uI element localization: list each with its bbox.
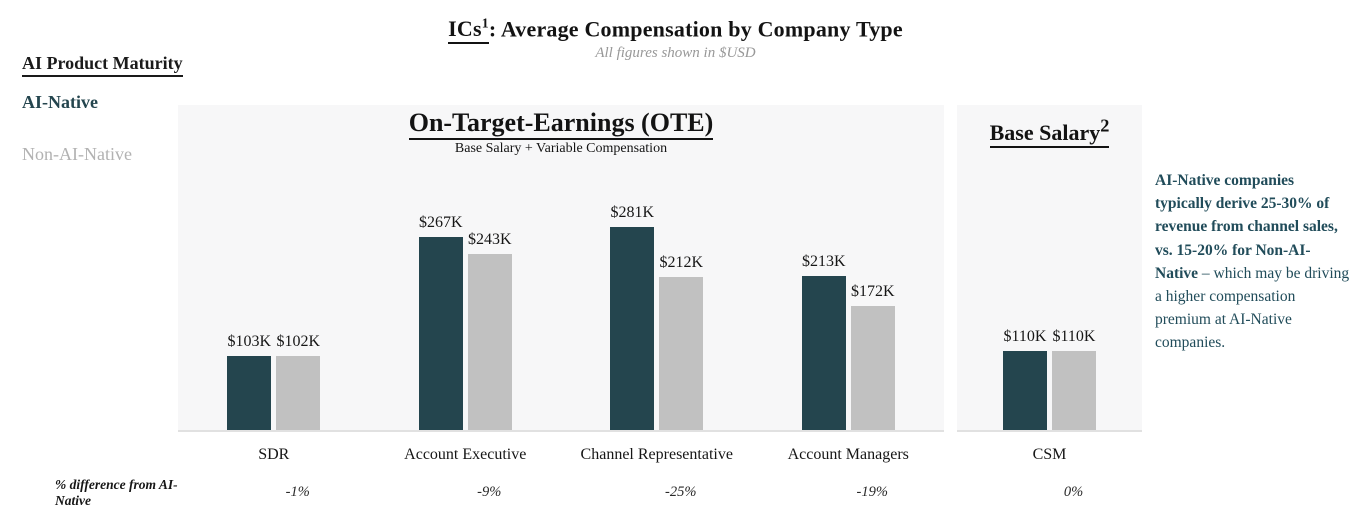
pct-difference-value: -9% bbox=[477, 484, 502, 500]
legend-title: AI Product Maturity bbox=[22, 53, 183, 77]
bar-column: $102K bbox=[276, 333, 321, 430]
ote-panel-subtitle: Base Salary + Variable Compensation bbox=[454, 141, 668, 156]
bar-value-label: $110K bbox=[1003, 328, 1047, 345]
bar-pair-channel-representative: $281K $212K bbox=[610, 204, 704, 430]
ote-bar-area: $103K $102K $267K $243K $281K $212K $213K $172K bbox=[178, 204, 944, 430]
pct-difference-value: -25% bbox=[665, 484, 697, 500]
base-salary-bar-area: $110K $110K bbox=[957, 328, 1142, 430]
header: ICs1: Average Compensation by Company Ty… bbox=[0, 16, 1351, 62]
ote-panel-title: On-Target-Earnings (OTE) bbox=[408, 108, 714, 140]
base-category-labels-row: CSM bbox=[957, 446, 1142, 464]
ote-panel-heading: On-Target-Earnings (OTE) bbox=[178, 108, 944, 140]
pct-difference-value: -1% bbox=[285, 484, 310, 500]
pct-difference-value: 0% bbox=[1063, 484, 1084, 500]
base-panel-title: Base Salary2 bbox=[989, 116, 1110, 149]
legend: AI Product Maturity AI-Native Non-AI-Nat… bbox=[22, 53, 183, 164]
base-panel-heading: Base Salary2 bbox=[957, 116, 1142, 149]
ai-native-bar bbox=[418, 237, 463, 430]
bar-pair-account-executive: $267K $243K bbox=[418, 214, 512, 430]
bar-column: $110K bbox=[1003, 328, 1047, 430]
ote-category-labels-row: SDR Account Executive Channel Representati… bbox=[178, 446, 944, 464]
title-rest: : Average Compensation by Company Type bbox=[488, 16, 903, 42]
bar-column: $281K bbox=[610, 204, 655, 430]
bar-value-label: $281K bbox=[610, 204, 655, 221]
bar-value-label: $110K bbox=[1052, 328, 1096, 345]
ote-panel: On-Target-Earnings (OTE) Base Salary + V… bbox=[178, 105, 944, 432]
pct-difference-row-label: % difference from AI-Native bbox=[55, 477, 178, 508]
non-ai-native-bar bbox=[467, 254, 512, 430]
title-footnote-1: 1 bbox=[481, 16, 489, 31]
base-salary-panel: Base Salary2 $110K $110K bbox=[957, 105, 1142, 432]
non-ai-native-bar bbox=[1052, 351, 1096, 430]
bar-value-label: $212K bbox=[659, 254, 704, 271]
side-note: AI-Native companies typically derive 25-… bbox=[1155, 169, 1351, 355]
page-title: ICs1: Average Compensation by Company Ty… bbox=[0, 16, 1351, 45]
non-ai-native-bar bbox=[659, 277, 704, 430]
bar-value-label: $102K bbox=[276, 333, 321, 350]
bar-column: $212K bbox=[659, 254, 704, 430]
category-label: SDR bbox=[258, 446, 290, 463]
bar-column: $213K bbox=[801, 253, 846, 430]
side-note-bold-text: AI-Native companies typically derive 25-… bbox=[1155, 172, 1338, 282]
ai-native-bar bbox=[610, 227, 655, 430]
base-pct-values-row: 0% bbox=[957, 484, 1142, 501]
category-label: Account Executive bbox=[404, 446, 527, 463]
category-label: Channel Representative bbox=[580, 446, 733, 463]
bar-column: $243K bbox=[467, 231, 512, 430]
ai-native-bar bbox=[1003, 351, 1047, 430]
page-subtitle: All figures shown in $USD bbox=[595, 45, 756, 62]
legend-item-non-ai-native: Non-AI-Native bbox=[22, 144, 132, 164]
bar-value-label: $103K bbox=[227, 333, 272, 350]
ai-native-bar bbox=[801, 276, 846, 430]
bar-column: $103K bbox=[227, 333, 272, 430]
ote-pct-values-row: -1% -9% -25% -19% bbox=[178, 484, 944, 501]
category-label: CSM bbox=[1032, 446, 1067, 463]
bar-pair-sdr: $103K $102K bbox=[227, 333, 321, 430]
bar-value-label: $213K bbox=[801, 253, 846, 270]
bar-column: $267K bbox=[418, 214, 463, 430]
bar-value-label: $243K bbox=[467, 231, 512, 248]
pct-difference-value: -19% bbox=[856, 484, 888, 500]
bar-column: $172K bbox=[850, 283, 895, 430]
side-note-regular-text: – which may be driving a higher compensa… bbox=[1155, 264, 1350, 352]
non-ai-native-bar bbox=[850, 306, 895, 430]
bar-value-label: $267K bbox=[418, 214, 463, 231]
bar-value-label: $172K bbox=[850, 283, 895, 300]
base-title-footnote-2: 2 bbox=[1100, 116, 1110, 136]
legend-item-ai-native: AI-Native bbox=[22, 92, 98, 112]
bar-pair-account-managers: $213K $172K bbox=[801, 253, 895, 430]
bar-pair-csm: $110K $110K bbox=[1003, 328, 1096, 430]
title-underlined-lead: ICs1 bbox=[448, 16, 489, 45]
non-ai-native-bar bbox=[276, 356, 321, 430]
bar-column: $110K bbox=[1052, 328, 1096, 430]
ai-native-bar bbox=[227, 356, 272, 430]
category-label: Account Managers bbox=[787, 446, 909, 463]
